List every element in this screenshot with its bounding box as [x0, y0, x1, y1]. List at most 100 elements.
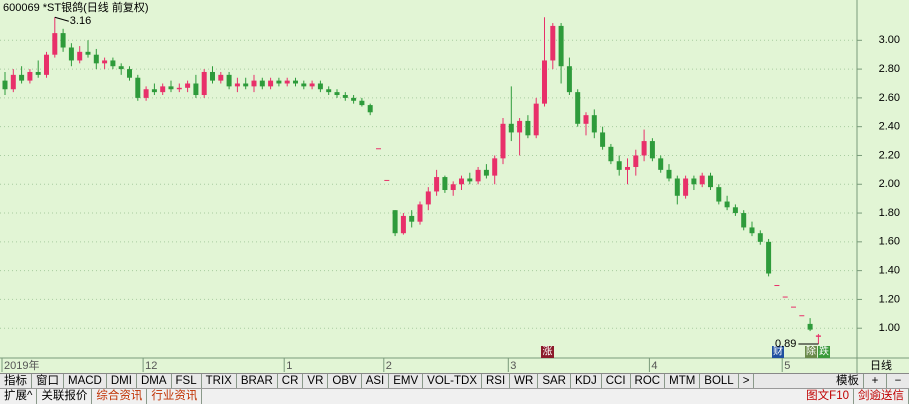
tab[interactable]: −: [894, 375, 902, 387]
y-tick-label: 1.00: [879, 322, 900, 334]
tab[interactable]: TRIX: [202, 374, 237, 389]
candle-body: [766, 241, 772, 274]
badge-text: 财: [773, 345, 783, 358]
tab[interactable]: OBV: [328, 374, 362, 389]
candle-body: [77, 51, 83, 61]
tab[interactable]: DMA: [137, 374, 172, 389]
marker-arrow: [54, 16, 69, 22]
y-tick-label: 3.00: [879, 34, 900, 46]
candle-body: [102, 60, 108, 64]
candle-body: [409, 215, 415, 222]
tab[interactable]: 模板: [832, 374, 864, 389]
candle-body: [749, 227, 755, 234]
badge: [818, 346, 830, 358]
candle-body: [558, 25, 564, 67]
tab[interactable]: 行业资讯: [147, 389, 203, 404]
tab[interactable]: 综合资讯: [92, 389, 148, 404]
candle-body: [417, 204, 423, 222]
candle-body: [127, 69, 132, 78]
tab[interactable]: 关联报价: [37, 389, 93, 404]
tab[interactable]: RSI: [482, 374, 511, 389]
tab[interactable]: FSL: [172, 374, 202, 389]
candle-body: [542, 60, 547, 104]
candle-body: [226, 74, 232, 87]
y-tick-label: 1.60: [879, 236, 900, 248]
tab[interactable]: EMV: [389, 374, 424, 389]
candle-body: [193, 83, 199, 96]
candle-body: [666, 169, 672, 179]
tab[interactable]: MACD: [64, 374, 107, 389]
candle-body: [508, 123, 514, 133]
y-tick-label: 1.40: [879, 265, 900, 277]
candle-body: [243, 83, 249, 87]
tab[interactable]: DMI: [107, 374, 137, 389]
candle-body: [483, 169, 489, 176]
candle-body: [633, 155, 639, 167]
tab[interactable]: SAR: [538, 374, 571, 389]
tab[interactable]: CR: [278, 374, 304, 389]
y-tick-label: 2.40: [879, 121, 900, 133]
candle-body: [575, 92, 581, 124]
candle-body: [757, 233, 763, 242]
candle-body: [284, 80, 290, 84]
candle-body: [143, 89, 149, 98]
candle-body: [674, 178, 680, 196]
badge: [541, 346, 554, 358]
candle-body: [210, 71, 215, 81]
candle-body: [566, 66, 572, 93]
candle-body: [185, 83, 191, 88]
candle-body: [475, 169, 481, 182]
tab[interactable]: KDJ: [571, 374, 602, 389]
tab[interactable]: 图文F10: [802, 389, 854, 404]
candle-body: [52, 33, 58, 55]
x-tick-label: 4: [651, 360, 657, 372]
candle-body: [201, 71, 207, 96]
candle-body: [168, 86, 174, 90]
candle-body: [641, 141, 647, 156]
candle-body: [724, 201, 730, 208]
candle-body: [400, 215, 406, 234]
tab[interactable]: >: [739, 374, 755, 389]
tab[interactable]: 扩展^: [0, 389, 38, 404]
tab[interactable]: VR: [303, 374, 329, 389]
x-tick-label: 5: [784, 360, 790, 372]
tab[interactable]: BRAR: [237, 374, 278, 389]
chart-title: 600069 *ST银鸽(日线 前复权): [3, 0, 148, 14]
tab[interactable]: ROC: [631, 374, 666, 389]
candle-body: [68, 47, 74, 61]
candle-body: [683, 178, 689, 196]
tab[interactable]: +: [864, 374, 887, 389]
tab[interactable]: VOL-TDX: [423, 374, 482, 389]
candle-body: [450, 184, 456, 191]
tab[interactable]: CCI: [602, 374, 631, 389]
candle-body: [533, 103, 539, 136]
badge-text: 跌: [819, 345, 829, 358]
candle-body: [691, 178, 697, 185]
spacer: [754, 374, 832, 389]
candle-body: [625, 166, 630, 170]
bottom-toolbar: 扩展^ 关联报价 综合资讯 行业资讯 图文F10 剑逾送信: [0, 388, 909, 404]
candle-body: [815, 335, 821, 337]
tab[interactable]: WR: [510, 374, 539, 389]
candle-body: [392, 210, 398, 234]
candle-body: [550, 25, 556, 61]
tab[interactable]: 指标: [0, 374, 32, 389]
candle-body: [301, 83, 307, 87]
x-tick-label: 2: [386, 360, 392, 372]
candle-body: [251, 80, 257, 87]
candle-body: [359, 100, 365, 106]
tab[interactable]: MTM: [665, 374, 701, 389]
candle-body: [276, 80, 282, 84]
candle-body: [2, 80, 8, 90]
candle-body: [425, 191, 431, 205]
candle-body: [708, 175, 713, 188]
candle-body: [774, 285, 780, 287]
tab[interactable]: 窗口: [32, 374, 64, 389]
candle-body: [525, 120, 531, 136]
candle-body: [351, 97, 357, 101]
tab[interactable]: ASI: [362, 374, 390, 389]
candle-body: [234, 83, 240, 87]
y-tick-label: 1.20: [879, 293, 900, 305]
candle-body: [741, 213, 747, 228]
tab[interactable]: BOLL: [700, 374, 739, 389]
